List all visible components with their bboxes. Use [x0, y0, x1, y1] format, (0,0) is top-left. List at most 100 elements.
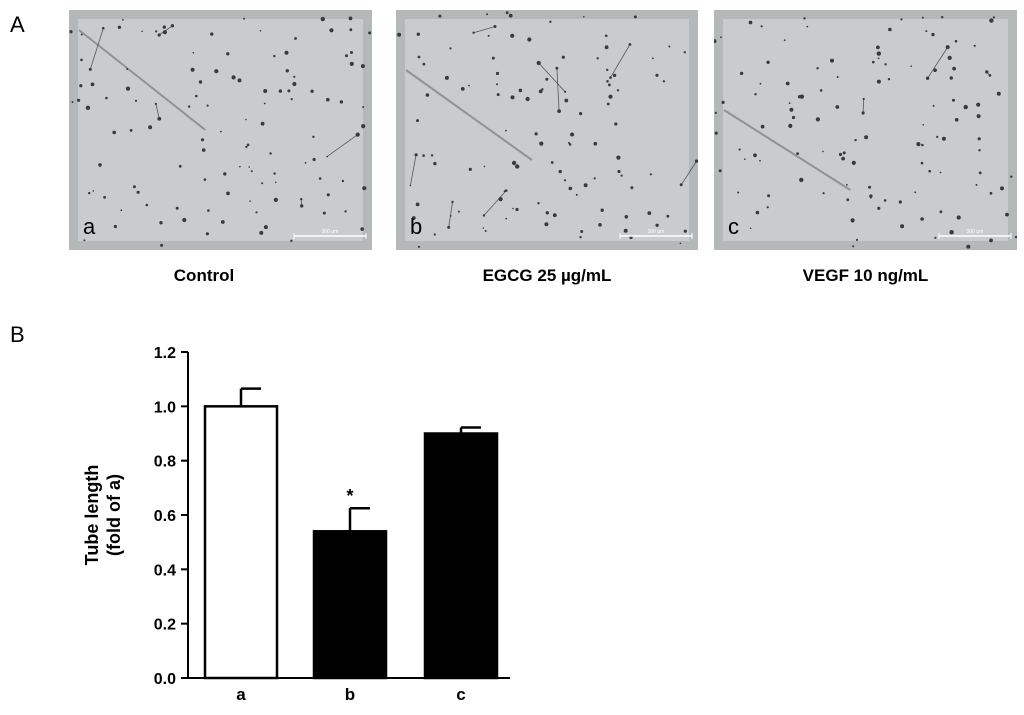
cell-dot	[226, 191, 230, 196]
cell-dot	[155, 30, 158, 33]
cell-dot	[978, 149, 981, 152]
cell-dot	[883, 199, 887, 202]
cell-dot	[799, 177, 804, 183]
cell-dot	[855, 238, 859, 241]
cell-dot	[80, 33, 83, 36]
cell-dot	[604, 34, 608, 38]
cell-dot	[679, 242, 682, 245]
cell-dot	[187, 105, 191, 108]
cell-dot	[534, 132, 538, 136]
cell-dot	[596, 57, 599, 60]
cell-dot	[931, 32, 935, 37]
cell-dot	[322, 211, 326, 215]
scale-bar-label: 300 µm	[648, 229, 665, 235]
cell-dot	[898, 200, 902, 204]
cell-dot	[220, 130, 222, 133]
cell-dot	[482, 227, 485, 229]
tube-segment	[483, 190, 507, 216]
cell-dot	[263, 102, 266, 105]
cell-dot	[580, 230, 584, 233]
micrograph-vegf: 300 µm c	[714, 10, 1017, 250]
cell-dot	[655, 73, 659, 77]
cell-dot	[90, 82, 95, 87]
tube-segment	[556, 68, 560, 112]
cell-dot	[206, 104, 209, 107]
micrograph-image: 300 µm	[69, 10, 372, 250]
cell-dot	[105, 96, 108, 100]
cell-dot	[449, 47, 452, 50]
cell-dot	[103, 195, 106, 199]
cell-dot	[98, 163, 102, 167]
cell-dot	[604, 45, 609, 50]
cell-dot	[806, 25, 809, 28]
cell-dot	[312, 135, 315, 138]
cell-dot	[791, 115, 796, 120]
cell-dot	[785, 81, 790, 86]
scale-bar-label: 300 µm	[967, 229, 984, 235]
cell-dot	[200, 138, 205, 142]
cell-dot	[753, 153, 757, 158]
cell-dot	[920, 161, 924, 165]
cell-dot	[102, 26, 105, 30]
cell-dot	[939, 210, 943, 214]
cell-dot	[583, 16, 585, 18]
cell-dot	[884, 63, 887, 66]
cell-dot	[767, 194, 771, 198]
cell-dot	[851, 160, 856, 165]
cell-dot	[496, 83, 498, 86]
cell-dot	[842, 151, 846, 155]
cell-dot	[887, 78, 891, 81]
cell-dot	[966, 244, 971, 249]
cell-dot	[941, 136, 946, 141]
cell-dot	[819, 89, 823, 92]
x-tick-label: b	[345, 685, 355, 704]
cell-dot	[564, 98, 569, 103]
cell-dot	[505, 217, 508, 220]
cell-dot	[205, 232, 209, 236]
cell-dot	[120, 209, 123, 212]
cell-dot	[243, 17, 246, 20]
cell-dot	[718, 169, 722, 173]
cell-dot	[69, 30, 73, 34]
cell-dot	[486, 13, 489, 16]
cell-dot	[525, 96, 530, 102]
micrograph-background	[396, 10, 698, 250]
cell-dot	[126, 68, 129, 70]
cell-dot	[558, 169, 562, 174]
cell-dot	[956, 215, 961, 220]
cell-dot	[112, 130, 116, 135]
cell-dot	[320, 16, 325, 22]
cell-dot	[287, 89, 291, 93]
cell-dot	[952, 98, 955, 102]
cell-dot	[122, 19, 124, 21]
cell-dot	[683, 229, 687, 233]
cell-dot	[250, 170, 253, 173]
cell-dot	[985, 70, 989, 74]
cell-dot	[537, 202, 540, 205]
cell-dot	[598, 223, 602, 227]
cell-dot	[255, 211, 258, 214]
cell-dot	[510, 95, 515, 100]
cell-dot	[846, 198, 850, 202]
micrograph-letter: c	[728, 214, 739, 239]
cell-dot	[472, 31, 475, 34]
cell-dot	[738, 148, 741, 151]
cell-dot	[928, 169, 931, 173]
cell-dot	[71, 101, 74, 103]
cell-dot	[816, 67, 819, 70]
cell-dot	[539, 141, 544, 146]
micrograph-texture	[69, 10, 372, 250]
cell-dot	[835, 105, 840, 109]
cell-dot	[796, 152, 799, 156]
cell-dot	[348, 16, 353, 21]
cell-dot	[910, 65, 912, 67]
cell-dot	[483, 165, 486, 168]
cell-dot	[515, 207, 519, 212]
cell-dot	[538, 89, 543, 94]
cell-dot	[714, 111, 717, 114]
cell-dot	[628, 43, 632, 46]
cell-dot	[285, 69, 289, 73]
cell-dot	[433, 161, 437, 166]
cell-dot	[326, 155, 328, 158]
cell-dot	[864, 135, 869, 140]
